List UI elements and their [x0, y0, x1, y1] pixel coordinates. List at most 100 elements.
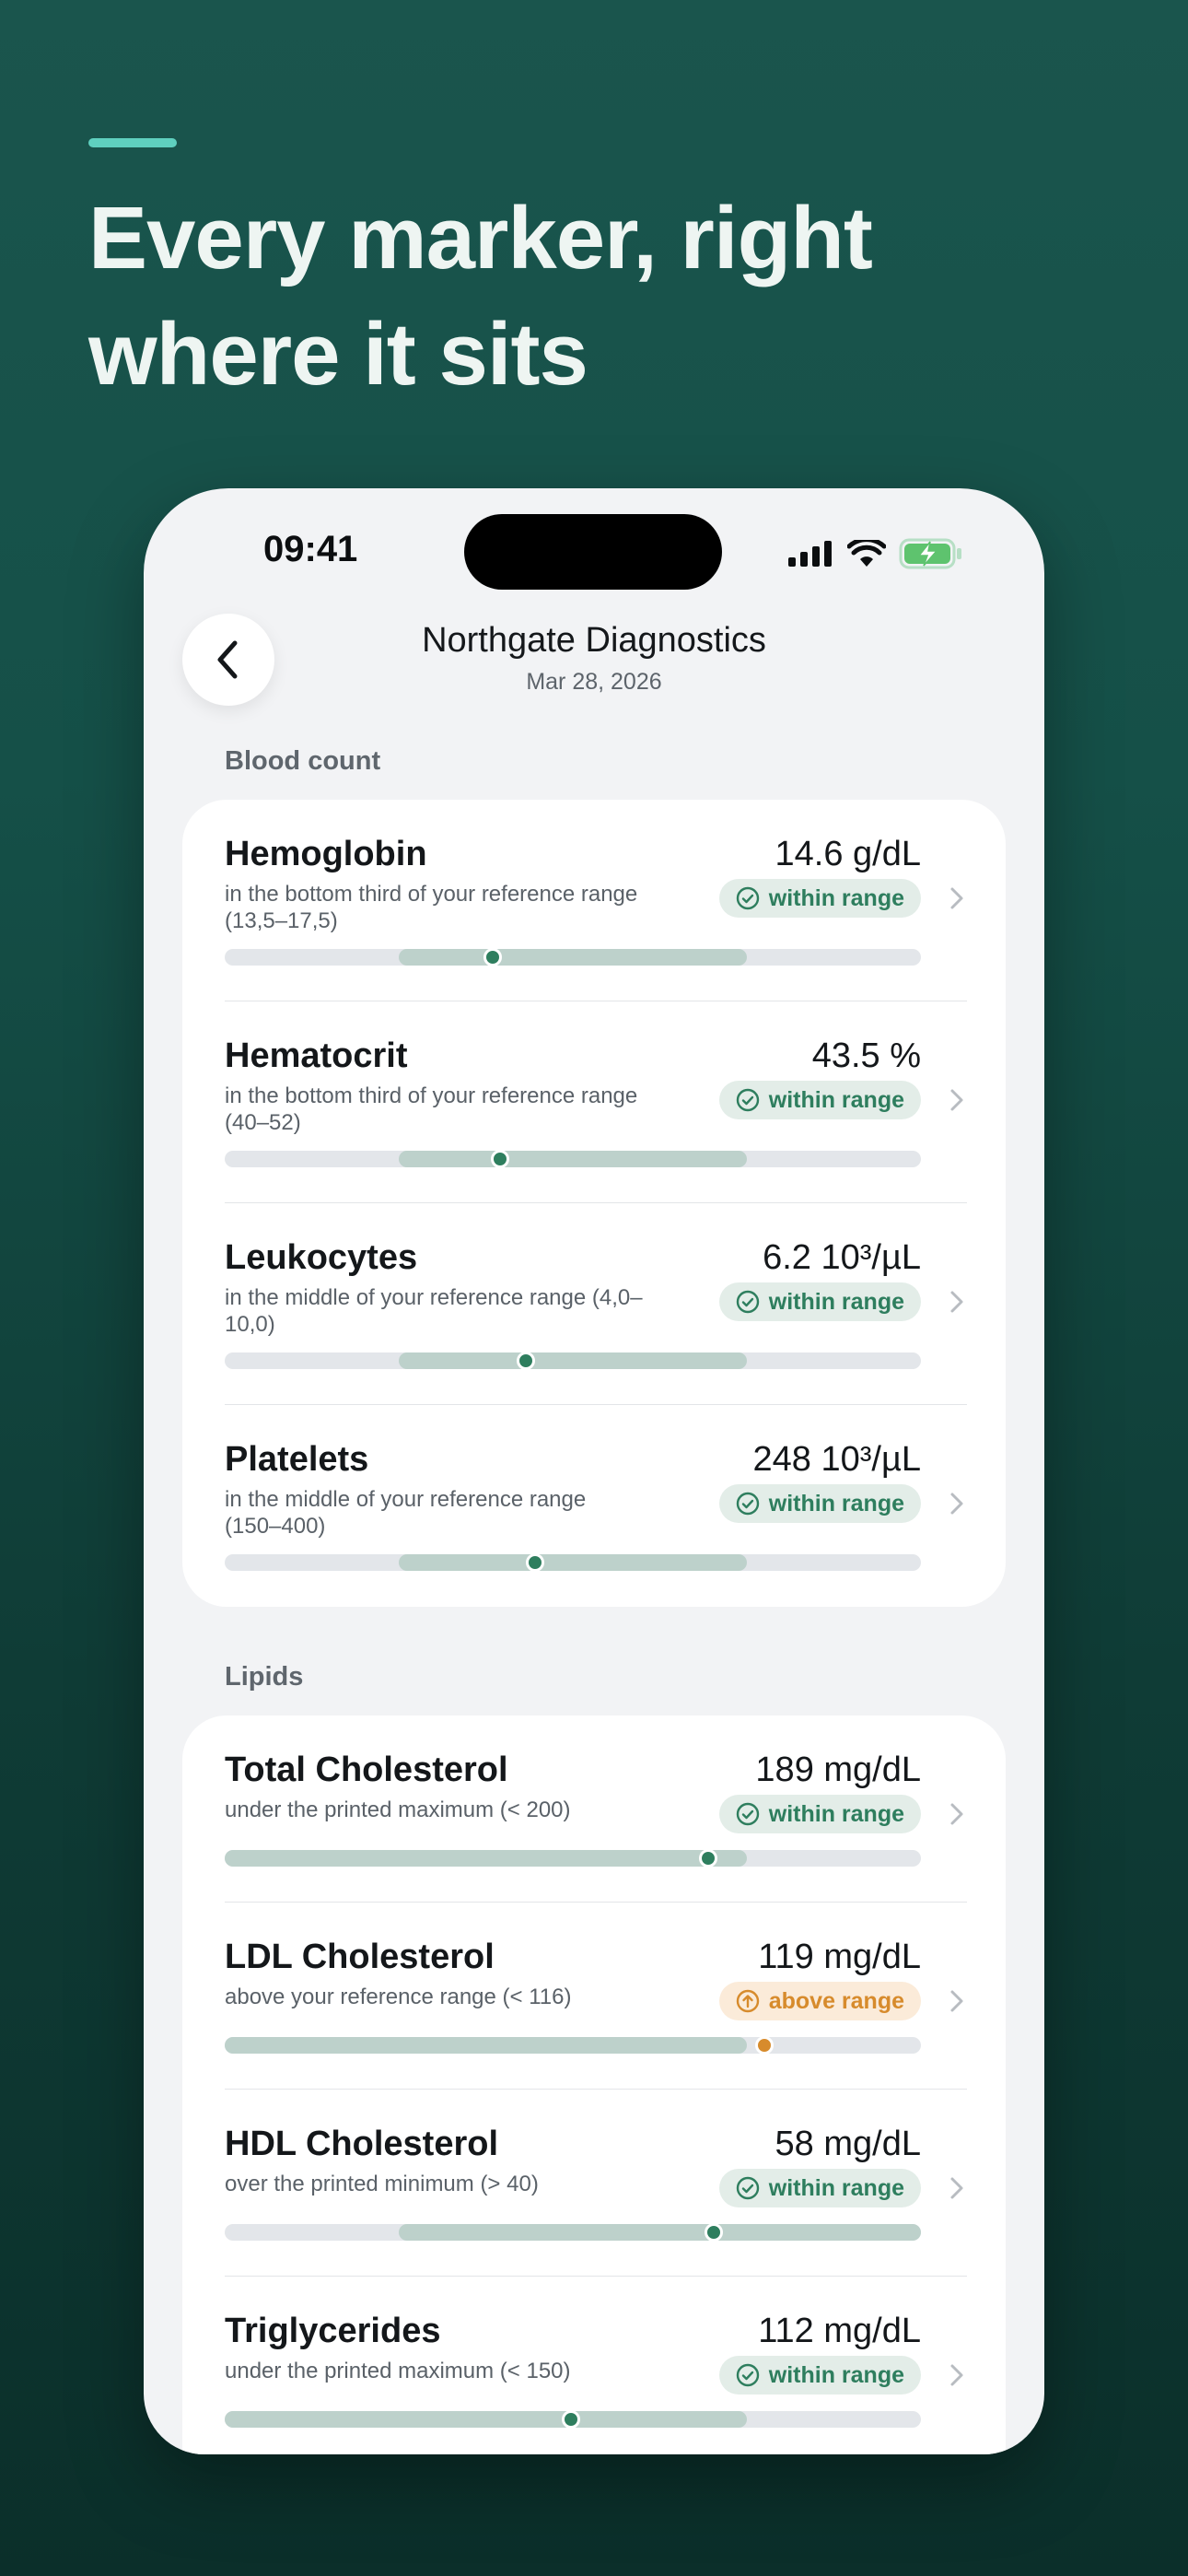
reference-range-band: [399, 1554, 747, 1571]
marker-description: under the printed maximum (< 200): [225, 1797, 571, 1822]
marker-value: 14.6 g/dL: [775, 835, 921, 873]
status-badge: within range: [718, 2169, 921, 2207]
marker-value: 119 mg/dL: [758, 1938, 921, 1976]
range-track: [225, 948, 921, 966]
marker-description: in the bottom third of your reference ra…: [225, 1083, 638, 1135]
reference-range-band: [225, 2411, 747, 2428]
result-marker: [526, 1553, 545, 1572]
chevron-right-icon: [950, 887, 963, 909]
status-badge: within range: [718, 1795, 921, 1833]
marker-name: Platelets: [225, 1440, 369, 1479]
marker-description: over the printed minimum (> 40): [225, 2172, 539, 2196]
range-track: [225, 2410, 921, 2429]
reference-range-band: [399, 1352, 747, 1369]
marker-value: 248 10³/µL: [752, 1440, 921, 1479]
status-label: within range: [768, 2174, 904, 2201]
marker-name: HDL Cholesterol: [225, 2125, 499, 2163]
check-circle-icon: [736, 886, 759, 910]
marker-description: in the middle of your reference range (4…: [225, 1285, 643, 1337]
chevron-right-icon: [950, 1291, 963, 1313]
status-badge: within range: [718, 1081, 921, 1119]
result-row[interactable]: LDL Cholesterol above your reference rang…: [182, 1903, 1006, 2090]
result-row[interactable]: Hematocrit in the bottom third of your re…: [182, 1001, 1006, 1203]
result-row[interactable]: Triglycerides under the printed maximum (…: [182, 2277, 1006, 2454]
chevron-right-icon: [950, 2364, 963, 2386]
report-date: Mar 28, 2026: [526, 669, 662, 695]
check-circle-icon: [736, 1290, 759, 1314]
reference-range-band: [399, 1151, 747, 1167]
marker-value: 58 mg/dL: [775, 2125, 921, 2163]
range-track: [225, 1849, 921, 1868]
wifi-icon: [847, 540, 886, 567]
section-label: Lipids: [225, 1662, 304, 1692]
reference-range-band: [399, 949, 747, 966]
row-divider: [225, 1404, 967, 1405]
check-circle-icon: [736, 2363, 759, 2387]
back-button[interactable]: [182, 614, 274, 706]
results-card: Hemoglobin in the bottom third of your re…: [182, 800, 1006, 1607]
marker-description: in the bottom third of your reference ra…: [225, 882, 638, 933]
result-marker: [705, 2223, 724, 2242]
result-marker: [699, 1849, 718, 1868]
status-label: within range: [768, 1490, 904, 1516]
chevron-right-icon: [950, 1990, 963, 2012]
marker-name: Leukocytes: [225, 1238, 418, 1277]
result-marker: [754, 2036, 774, 2055]
marker-name: Triglycerides: [225, 2312, 441, 2350]
status-label: above range: [768, 1987, 904, 2014]
reference-range-band: [225, 2037, 747, 2054]
range-track: [225, 2036, 921, 2055]
row-divider: [225, 1202, 967, 1203]
result-marker: [483, 948, 503, 966]
reference-range-band: [399, 2224, 921, 2241]
status-label: within range: [768, 1288, 904, 1315]
range-track: [225, 1150, 921, 1168]
chevron-right-icon: [950, 2177, 963, 2199]
status-badge: within range: [718, 2356, 921, 2395]
row-divider: [225, 2276, 967, 2277]
marker-value: 43.5 %: [811, 1036, 921, 1075]
page-title: Northgate Diagnostics: [422, 621, 766, 660]
status-badge: within range: [718, 1282, 921, 1321]
chevron-left-icon: [217, 640, 238, 679]
result-row[interactable]: Platelets in the middle of your reference…: [182, 1405, 1006, 1607]
accent-bar: [88, 138, 177, 147]
marker-value: 6.2 10³/µL: [763, 1238, 921, 1277]
status-label: within range: [768, 884, 904, 911]
section-label: Blood count: [225, 746, 381, 776]
marker-description: in the middle of your reference range (1…: [225, 1487, 587, 1539]
range-track: [225, 2223, 921, 2242]
phone-screen: 09:41 Northgate Diagnostics Mar 28, 2026…: [144, 488, 1044, 2454]
marker-name: Hemoglobin: [225, 835, 427, 873]
chevron-right-icon: [950, 1089, 963, 1111]
chevron-right-icon: [950, 1493, 963, 1515]
dynamic-island: [464, 514, 722, 590]
marker-name: Hematocrit: [225, 1036, 408, 1075]
status-time: 09:41: [263, 529, 358, 569]
result-row[interactable]: Hemoglobin in the bottom third of your re…: [182, 800, 1006, 1001]
results-card: Total Cholesterol under the printed maxim…: [182, 1715, 1006, 2454]
status-label: within range: [768, 2361, 904, 2388]
status-label: within range: [768, 1086, 904, 1113]
marker-description: above your reference range (< 116): [225, 1985, 572, 2009]
reference-range-band: [225, 1850, 747, 1867]
status-badge: within range: [718, 1484, 921, 1523]
check-circle-icon: [736, 2176, 759, 2200]
status-badge: within range: [718, 879, 921, 918]
result-row[interactable]: Leukocytes in the middle of your referenc…: [182, 1203, 1006, 1405]
row-divider: [225, 1902, 967, 1903]
marker-value: 189 mg/dL: [755, 1751, 921, 1789]
chevron-right-icon: [950, 1803, 963, 1825]
check-circle-icon: [736, 1492, 759, 1516]
result-row[interactable]: HDL Cholesterol over the printed minimum …: [182, 2090, 1006, 2277]
result-row[interactable]: Total Cholesterol under the printed maxim…: [182, 1715, 1006, 1903]
result-marker: [517, 1352, 536, 1370]
marker-name: LDL Cholesterol: [225, 1938, 495, 1976]
range-track: [225, 1553, 921, 1572]
cellular-signal-icon: [788, 541, 832, 567]
check-circle-icon: [736, 1088, 759, 1112]
range-track: [225, 1352, 921, 1370]
marker-value: 112 mg/dL: [758, 2312, 921, 2350]
marker-name: Total Cholesterol: [225, 1751, 508, 1789]
headline: Every marker, right where it sits: [88, 189, 873, 404]
